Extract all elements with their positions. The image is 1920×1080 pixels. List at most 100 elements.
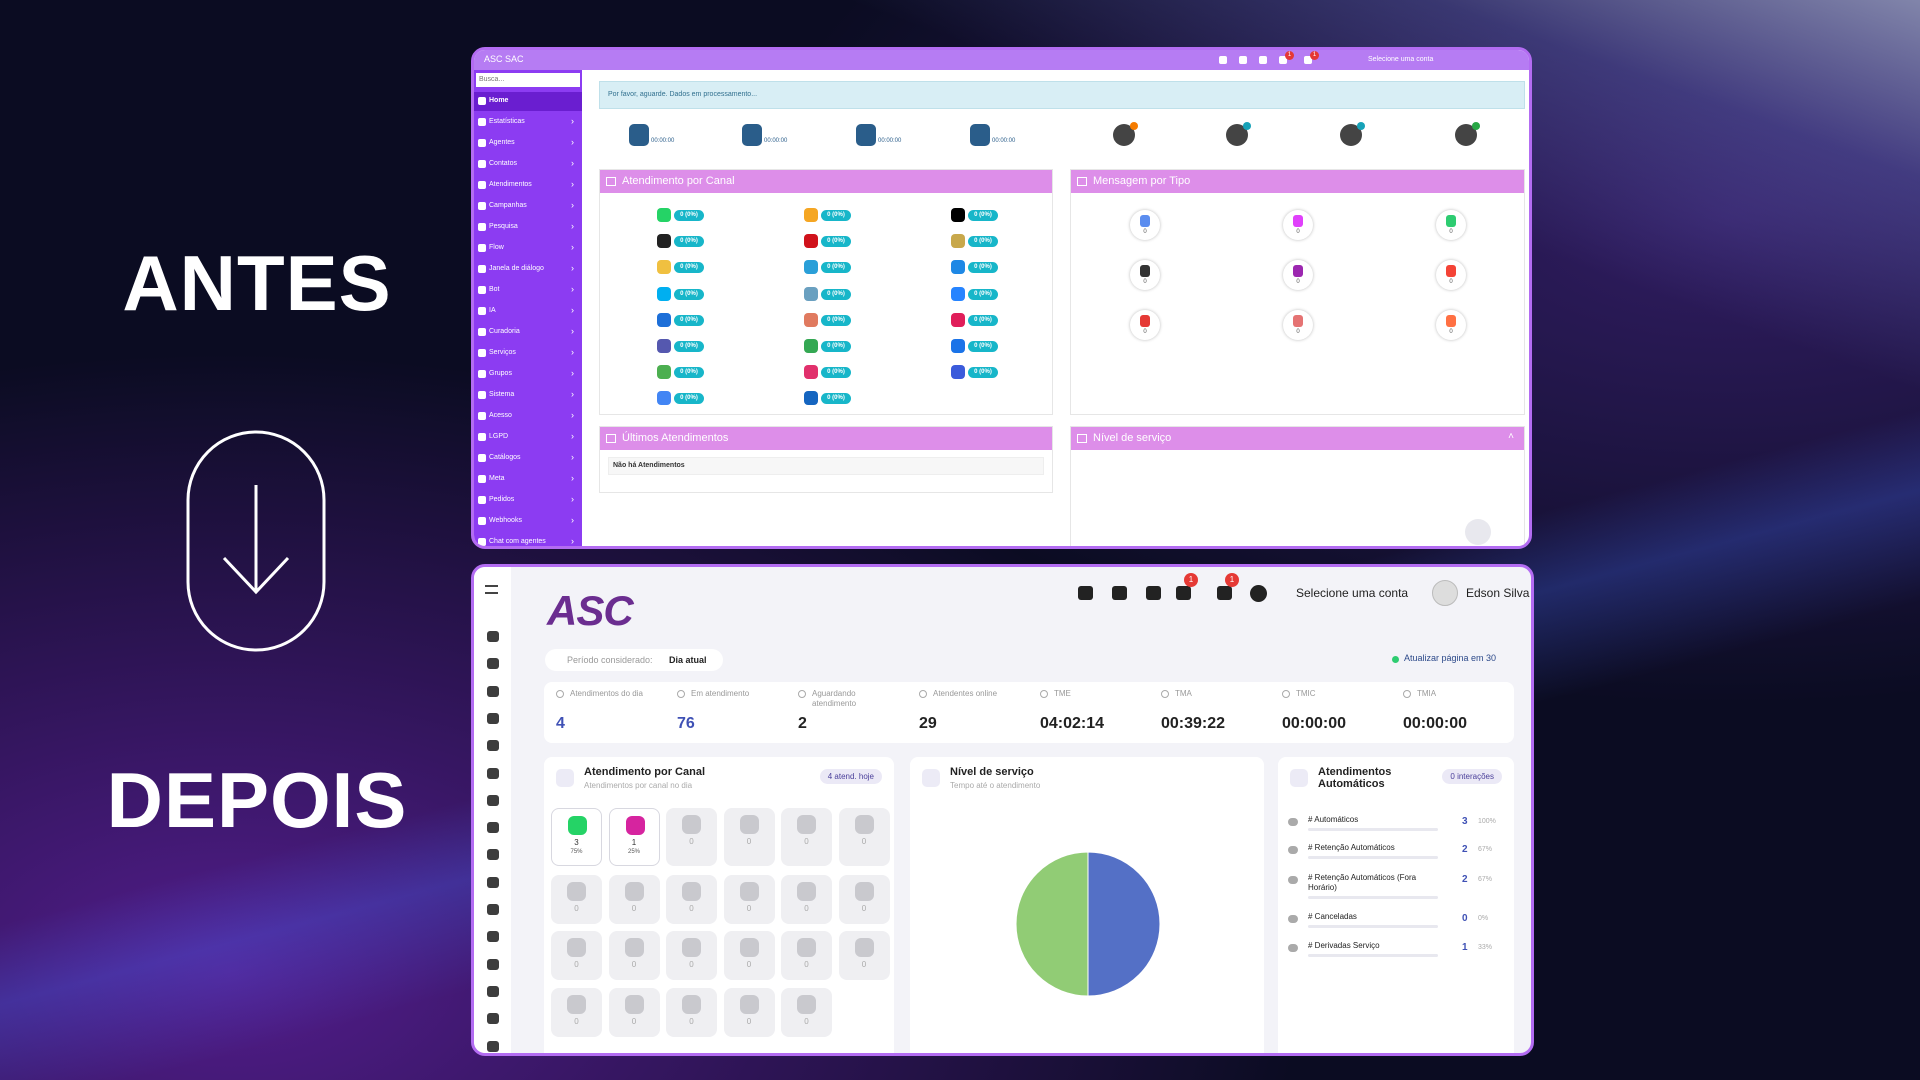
channel-tile[interactable]: 0 bbox=[666, 808, 717, 866]
menu-item[interactable]: Campanhas › bbox=[474, 197, 582, 216]
channel-tile[interactable]: 0 bbox=[838, 808, 890, 866]
menu-item[interactable]: IA › bbox=[474, 302, 582, 321]
channel-tile[interactable]: 0 bbox=[838, 931, 890, 980]
user-name[interactable]: Edson Silva bbox=[1466, 586, 1530, 600]
menu-item[interactable]: Contatos › bbox=[474, 155, 582, 174]
before-window: ASC SAC 1 1 Selecione uma conta Busca... Home… bbox=[471, 47, 1532, 549]
menu-item[interactable]: Meta › bbox=[474, 470, 582, 489]
channel-tile[interactable]: 0 bbox=[723, 931, 775, 980]
channel-tile[interactable]: 0 bbox=[666, 931, 717, 980]
channel-tile[interactable]: 0 bbox=[723, 808, 775, 866]
menu-item[interactable]: Chat com agentes › bbox=[474, 533, 582, 546]
account-select[interactable]: Selecione uma conta bbox=[1368, 56, 1434, 63]
menu-icon bbox=[478, 475, 486, 483]
refresh-text[interactable]: Atualizar página em 30 bbox=[1404, 653, 1497, 663]
channel-badge: 0 (0%) bbox=[821, 314, 851, 326]
nav-icon[interactable] bbox=[487, 712, 499, 724]
nav-icon[interactable] bbox=[487, 931, 499, 943]
kpi-label: TMA bbox=[1175, 689, 1192, 698]
settings-icon[interactable] bbox=[1250, 585, 1267, 602]
menu-item[interactable]: Estatísticas › bbox=[474, 113, 582, 132]
header-icon[interactable] bbox=[1259, 56, 1267, 64]
header-icon[interactable] bbox=[1217, 586, 1232, 600]
header-icon[interactable] bbox=[1239, 56, 1247, 64]
nav-icon[interactable] bbox=[487, 958, 499, 970]
nav-icon[interactable] bbox=[487, 1013, 499, 1025]
nav-icon[interactable] bbox=[487, 631, 499, 642]
panel-header: Nível de serviço bbox=[1071, 427, 1524, 450]
channel-badge: 0 (0%) bbox=[968, 314, 998, 326]
channel-tile[interactable]: 1 25% bbox=[608, 808, 660, 866]
nav-icon[interactable] bbox=[487, 740, 499, 752]
menu-item[interactable]: Home bbox=[474, 92, 582, 111]
menu-item[interactable]: Pesquisa › bbox=[474, 218, 582, 237]
nav-icon[interactable] bbox=[487, 876, 499, 888]
nav-icon[interactable] bbox=[487, 767, 499, 779]
channel-tile[interactable]: 0 bbox=[723, 875, 775, 924]
menu-text: Atendimentos bbox=[489, 181, 532, 188]
channel-tile[interactable]: 0 bbox=[608, 875, 660, 924]
menu-item[interactable]: Bot › bbox=[474, 281, 582, 300]
menu-item[interactable]: Flow › bbox=[474, 239, 582, 258]
channel-tile[interactable]: 0 bbox=[551, 931, 602, 980]
header-icon[interactable] bbox=[1279, 56, 1287, 64]
search-box[interactable]: Busca... bbox=[476, 73, 580, 87]
menu-item[interactable]: Curadoria › bbox=[474, 323, 582, 342]
channel-badge: 0 (0%) bbox=[968, 367, 998, 379]
channel-tile[interactable]: 0 bbox=[551, 875, 602, 924]
channel-tile[interactable]: 0 bbox=[781, 875, 832, 924]
menu-item[interactable]: Janela de diálogo › bbox=[474, 260, 582, 279]
channel-tile[interactable]: 0 bbox=[781, 808, 832, 866]
type-count: 0 bbox=[1449, 279, 1453, 285]
channel-tile[interactable]: 0 bbox=[781, 931, 832, 980]
nav-icon[interactable] bbox=[487, 849, 499, 861]
channel-tile[interactable]: 0 bbox=[666, 875, 717, 924]
header-icon[interactable] bbox=[1146, 586, 1161, 600]
channel-tile[interactable]: 0 bbox=[608, 931, 660, 980]
menu-item[interactable]: Pedidos › bbox=[474, 491, 582, 510]
tile-count: 0 bbox=[631, 1017, 637, 1026]
header-icon[interactable] bbox=[1219, 56, 1227, 64]
row-pct: 67% bbox=[1478, 876, 1493, 883]
chat-button[interactable] bbox=[1465, 519, 1491, 545]
channel-tile[interactable]: 0 bbox=[838, 875, 890, 924]
status-dot bbox=[1472, 122, 1480, 130]
header-icon[interactable] bbox=[1112, 586, 1127, 600]
nav-icon[interactable] bbox=[487, 1040, 499, 1052]
channel-tile[interactable]: 0 bbox=[551, 988, 602, 1037]
nav-icon[interactable] bbox=[487, 658, 499, 670]
channel-icon bbox=[951, 260, 965, 275]
channel-tile[interactable]: 0 bbox=[608, 988, 660, 1037]
legend-name: Acima de 60 bbox=[1032, 1053, 1076, 1056]
menu-item[interactable]: Acesso › bbox=[474, 407, 582, 426]
tile-count: 0 bbox=[746, 960, 752, 969]
menu-item[interactable]: Catálogos › bbox=[474, 449, 582, 468]
header-icon[interactable] bbox=[1176, 586, 1191, 600]
channel-tile[interactable]: 0 bbox=[781, 988, 832, 1037]
channel-icon bbox=[804, 312, 818, 327]
nav-icon[interactable] bbox=[487, 822, 499, 834]
period-value[interactable]: Dia atual bbox=[669, 655, 707, 665]
header-icon[interactable] bbox=[1304, 56, 1312, 64]
nav-icon[interactable] bbox=[487, 985, 499, 997]
nav-icon[interactable] bbox=[487, 794, 499, 806]
menu-item[interactable]: Sistema › bbox=[474, 386, 582, 405]
menu-chevron: › bbox=[571, 137, 574, 147]
menu-item[interactable]: Grupos › bbox=[474, 365, 582, 384]
channel-tile[interactable]: 0 bbox=[723, 988, 775, 1037]
nav-icon[interactable] bbox=[487, 904, 499, 915]
menu-item[interactable]: LGPD › bbox=[474, 428, 582, 447]
menu-item[interactable]: Serviços › bbox=[474, 344, 582, 363]
menu-item[interactable]: Webhooks › bbox=[474, 512, 582, 531]
menu-item[interactable]: Agentes › bbox=[474, 134, 582, 153]
collapse-chevron[interactable]: ˄ bbox=[1508, 431, 1514, 442]
channel-tile[interactable]: 0 bbox=[666, 988, 717, 1037]
menu-toggle[interactable] bbox=[485, 585, 498, 594]
menu-item[interactable]: Atendimentos › bbox=[474, 176, 582, 195]
channel-tile[interactable]: 3 75% bbox=[551, 808, 602, 866]
account-select[interactable]: Selecione uma conta bbox=[1296, 586, 1409, 600]
alert-badge: 1 bbox=[1285, 51, 1294, 60]
nav-icon[interactable] bbox=[487, 685, 499, 697]
header-icon[interactable] bbox=[1078, 586, 1093, 600]
